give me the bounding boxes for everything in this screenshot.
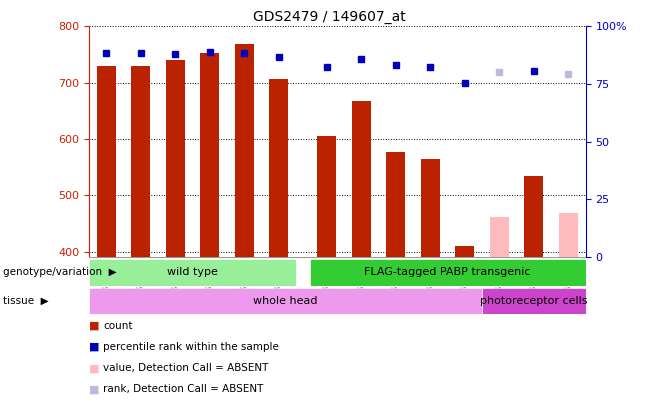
Text: ■: ■ (89, 363, 99, 373)
Bar (89, 259, 296, 286)
Bar (524, 176, 544, 257)
Bar (559, 213, 578, 257)
Bar (89, 288, 482, 314)
Bar (490, 217, 509, 257)
Text: ■: ■ (89, 321, 99, 331)
Bar (269, 79, 288, 257)
Text: photoreceptor cells: photoreceptor cells (480, 296, 588, 306)
Text: GDS2479 / 149607_at: GDS2479 / 149607_at (253, 10, 405, 24)
Bar (235, 44, 253, 257)
Text: tissue  ▶: tissue ▶ (3, 296, 49, 306)
Text: value, Detection Call = ABSENT: value, Detection Call = ABSENT (103, 363, 268, 373)
Text: ■: ■ (89, 384, 99, 394)
Bar (131, 66, 150, 257)
Text: wild type: wild type (167, 267, 218, 277)
Bar (352, 101, 371, 257)
Bar (200, 53, 219, 257)
Text: FLAG-tagged PABP transgenic: FLAG-tagged PABP transgenic (365, 267, 531, 277)
Bar (166, 60, 184, 257)
Text: whole head: whole head (253, 296, 318, 306)
Bar (97, 66, 116, 257)
Bar (455, 246, 474, 257)
Bar (386, 152, 405, 257)
Bar (482, 288, 586, 314)
Bar (421, 159, 440, 257)
Text: ■: ■ (89, 342, 99, 352)
Bar (317, 136, 336, 257)
Text: genotype/variation  ▶: genotype/variation ▶ (3, 267, 117, 277)
Text: rank, Detection Call = ABSENT: rank, Detection Call = ABSENT (103, 384, 264, 394)
Text: percentile rank within the sample: percentile rank within the sample (103, 342, 279, 352)
Text: count: count (103, 321, 133, 331)
Bar (310, 259, 586, 286)
